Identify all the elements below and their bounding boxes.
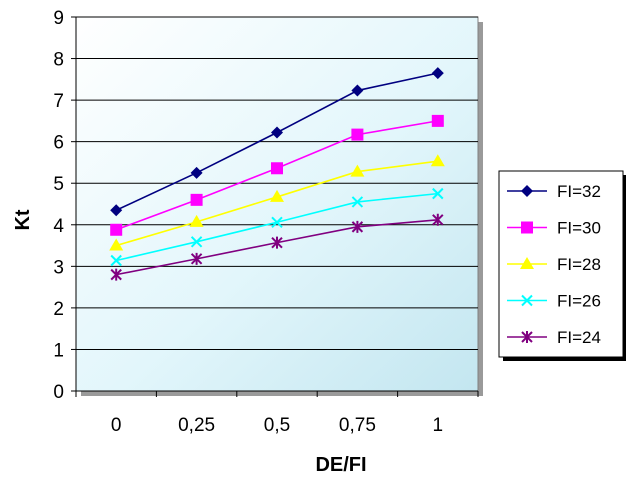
legend-swatch-marker — [521, 185, 533, 197]
data-point — [431, 67, 444, 80]
data-point — [271, 236, 283, 249]
legend-label: FI=30 — [557, 219, 601, 238]
data-point — [351, 220, 364, 233]
x-axis-title: DE/FI — [315, 454, 366, 476]
data-point — [271, 216, 283, 228]
series-fi-24 — [110, 213, 444, 281]
data-point — [271, 126, 283, 139]
data-point — [351, 84, 364, 97]
data-point — [110, 268, 122, 281]
series-fi-32 — [110, 67, 444, 217]
y-tick-label: 7 — [53, 91, 64, 112]
data-point — [110, 254, 122, 267]
legend-item: FI=32 — [507, 182, 601, 201]
y-tick-label: 5 — [53, 174, 64, 195]
legend-label: FI=28 — [557, 255, 601, 274]
series-fi-30 — [110, 114, 444, 236]
series-fi-26 — [110, 187, 444, 267]
y-tick-label: 0 — [53, 382, 64, 403]
legend-swatch-marker — [521, 294, 533, 307]
x-tick-label: 1 — [433, 415, 444, 436]
y-tick-label: 3 — [53, 257, 64, 278]
data-point — [350, 164, 365, 177]
legend-item: FI=24 — [507, 328, 601, 347]
data-point — [190, 236, 203, 248]
data-point — [109, 238, 124, 251]
x-tick-label: 0,5 — [264, 415, 290, 436]
legend-swatch-marker — [521, 331, 533, 343]
legend-item: FI=30 — [507, 219, 601, 238]
data-point — [351, 128, 364, 141]
x-tick-label: 0,75 — [339, 415, 376, 436]
legend-label: FI=24 — [557, 328, 601, 347]
legend-swatch-marker — [520, 257, 534, 269]
data-point — [432, 187, 444, 200]
y-tick-label: 9 — [53, 8, 64, 29]
y-tick-label: 4 — [53, 216, 64, 237]
y-axis-title: Kt — [12, 209, 34, 230]
plot-area — [75, 16, 479, 392]
legend-item: FI=26 — [507, 292, 601, 311]
y-tick-label: 6 — [53, 133, 64, 154]
data-point — [431, 114, 444, 127]
data-point — [190, 166, 203, 179]
y-tick-label: 1 — [53, 340, 64, 361]
legend-label: FI=26 — [557, 292, 601, 311]
y-tick-label: 8 — [53, 50, 64, 71]
data-point — [110, 204, 123, 217]
legend-swatch-marker — [521, 221, 533, 234]
legend-label: FI=32 — [557, 182, 601, 201]
data-point — [270, 189, 284, 202]
data-point — [432, 213, 444, 226]
x-tick-label: 0 — [111, 415, 122, 436]
data-point — [189, 214, 204, 227]
data-point — [190, 252, 203, 265]
legend-item: FI=28 — [507, 255, 601, 274]
data-point — [351, 196, 364, 208]
series-fi-28 — [109, 154, 445, 251]
data-point — [271, 162, 283, 175]
data-point — [190, 193, 203, 206]
data-point — [430, 154, 445, 167]
x-tick-label: 0,25 — [178, 415, 215, 436]
y-tick-label: 2 — [53, 299, 64, 320]
data-point — [110, 223, 123, 236]
